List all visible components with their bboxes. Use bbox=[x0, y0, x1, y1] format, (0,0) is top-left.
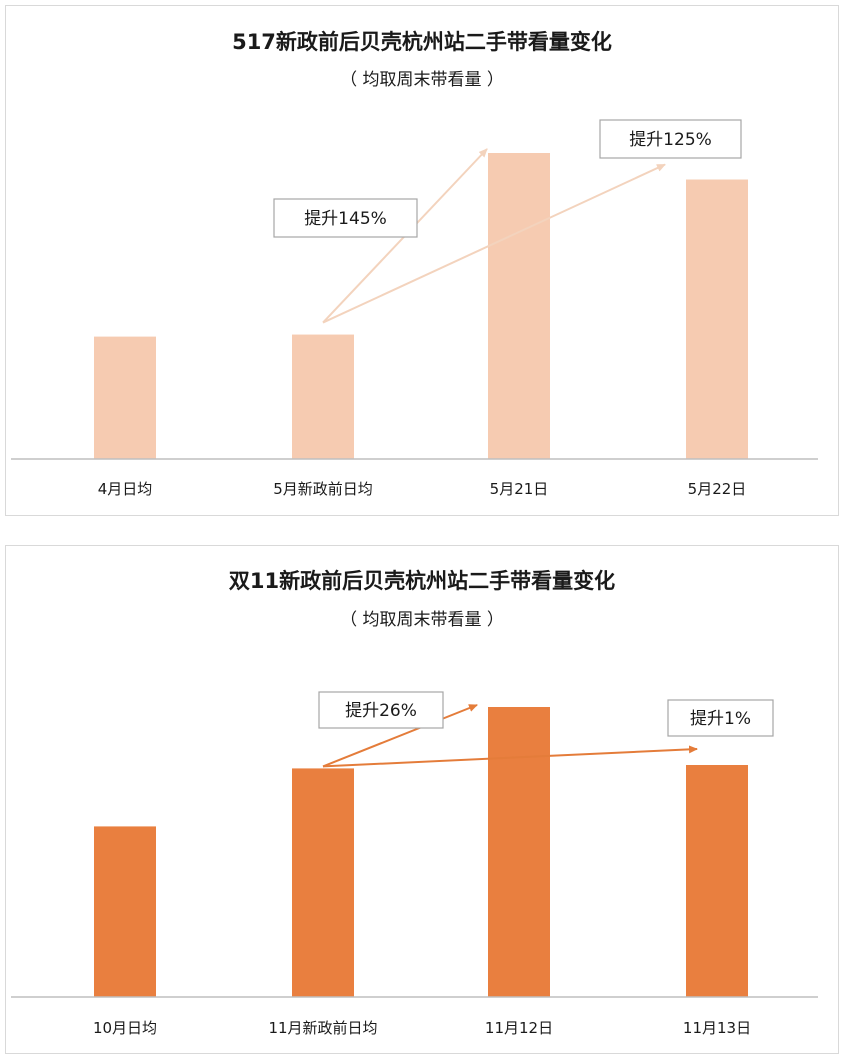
x-tick-label: 5月21日 bbox=[490, 480, 549, 498]
x-tick-label: 11月13日 bbox=[683, 1019, 751, 1037]
x-tick-label: 10月日均 bbox=[93, 1019, 157, 1037]
chart-title: 双11新政前后贝壳杭州站二手带看量变化 bbox=[229, 569, 615, 593]
bar-4 bbox=[686, 765, 748, 997]
bar-2 bbox=[292, 334, 354, 459]
annotation-box bbox=[318, 691, 444, 729]
bar-1 bbox=[94, 826, 156, 997]
annotation-box bbox=[667, 699, 774, 737]
annotation-label: 提升1% bbox=[690, 709, 751, 729]
x-tick-label: 5月新政前日均 bbox=[273, 480, 373, 498]
bar-1 bbox=[94, 336, 156, 459]
chart-title: 517新政前后贝壳杭州站二手带看量变化 bbox=[232, 30, 612, 54]
bar-4 bbox=[686, 179, 748, 459]
growth-arrow bbox=[322, 163, 666, 324]
x-tick-label: 11月12日 bbox=[485, 1019, 553, 1037]
x-tick-label: 5月22日 bbox=[688, 480, 747, 498]
annotation-label: 提升145% bbox=[304, 209, 387, 229]
x-tick-label: 4月日均 bbox=[98, 480, 153, 498]
bar-2 bbox=[292, 768, 354, 997]
chart-panel-double11: 双11新政前后贝壳杭州站二手带看量变化 （ 均取周末带看量 ） 10月日均 11月… bbox=[5, 545, 839, 1054]
chart-panel-517: 517新政前后贝壳杭州站二手带看量变化 （ 均取周末带看量 ） 4月日均 5月新政… bbox=[5, 5, 839, 516]
bar-3 bbox=[488, 707, 550, 997]
chart-double11-svg: 双11新政前后贝壳杭州站二手带看量变化 （ 均取周末带看量 ） 10月日均 11月… bbox=[11, 569, 818, 1037]
growth-arrow bbox=[322, 704, 478, 768]
annotation-label: 提升26% bbox=[345, 701, 417, 721]
growth-arrow bbox=[322, 745, 698, 768]
x-tick-label: 11月新政前日均 bbox=[268, 1019, 377, 1037]
chart-subtitle: （ 均取周末带看量 ） bbox=[340, 610, 504, 630]
bar-3 bbox=[488, 153, 550, 459]
annotation-box bbox=[599, 119, 742, 159]
chart-517-svg: 517新政前后贝壳杭州站二手带看量变化 （ 均取周末带看量 ） 4月日均 5月新政… bbox=[11, 30, 818, 498]
annotation-box bbox=[273, 198, 418, 238]
chart-subtitle: （ 均取周末带看量 ） bbox=[340, 70, 504, 90]
annotation-label: 提升125% bbox=[629, 130, 712, 150]
